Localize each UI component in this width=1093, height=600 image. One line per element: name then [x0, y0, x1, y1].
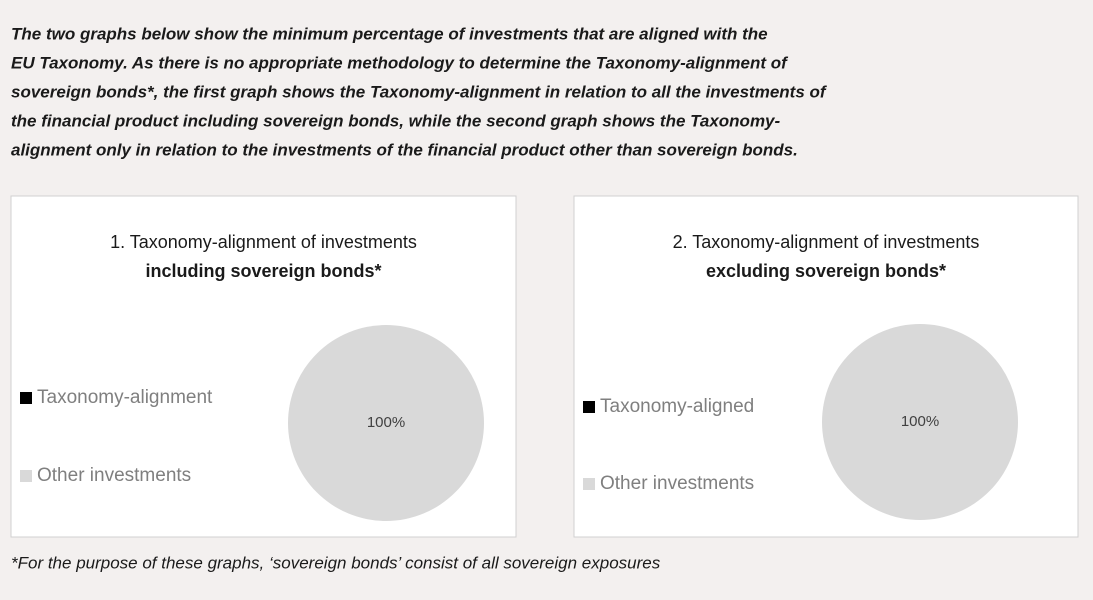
legend-swatch — [583, 401, 595, 413]
footnote: *For the purpose of these graphs, ‘sover… — [11, 553, 661, 572]
intro-line: EU Taxonomy. As there is no appropriate … — [11, 53, 789, 72]
intro-line: sovereign bonds*, the first graph shows … — [11, 82, 828, 101]
data-label: 100% — [901, 413, 939, 430]
legend-label: Other investments — [37, 465, 191, 486]
chart-title: 1. Taxonomy-alignment of investments — [110, 232, 417, 252]
intro-line: the financial product including sovereig… — [11, 111, 781, 130]
data-label: 100% — [367, 414, 405, 431]
legend-label: Other investments — [600, 473, 754, 494]
intro-line: The two graphs below show the minimum pe… — [11, 24, 768, 43]
chart-title: 2. Taxonomy-alignment of investments — [673, 232, 980, 252]
pie-slice — [288, 325, 484, 521]
chart-subtitle: excluding sovereign bonds* — [706, 261, 946, 281]
legend-swatch — [583, 478, 595, 490]
chart-subtitle: including sovereign bonds* — [145, 261, 381, 281]
legend-label: Taxonomy-aligned — [600, 396, 754, 417]
legend-swatch — [20, 392, 32, 404]
intro-line: alignment only in relation to the invest… — [11, 140, 798, 159]
legend-label: Taxonomy-alignment — [37, 387, 213, 408]
legend-swatch — [20, 470, 32, 482]
pie-slice — [822, 324, 1018, 520]
